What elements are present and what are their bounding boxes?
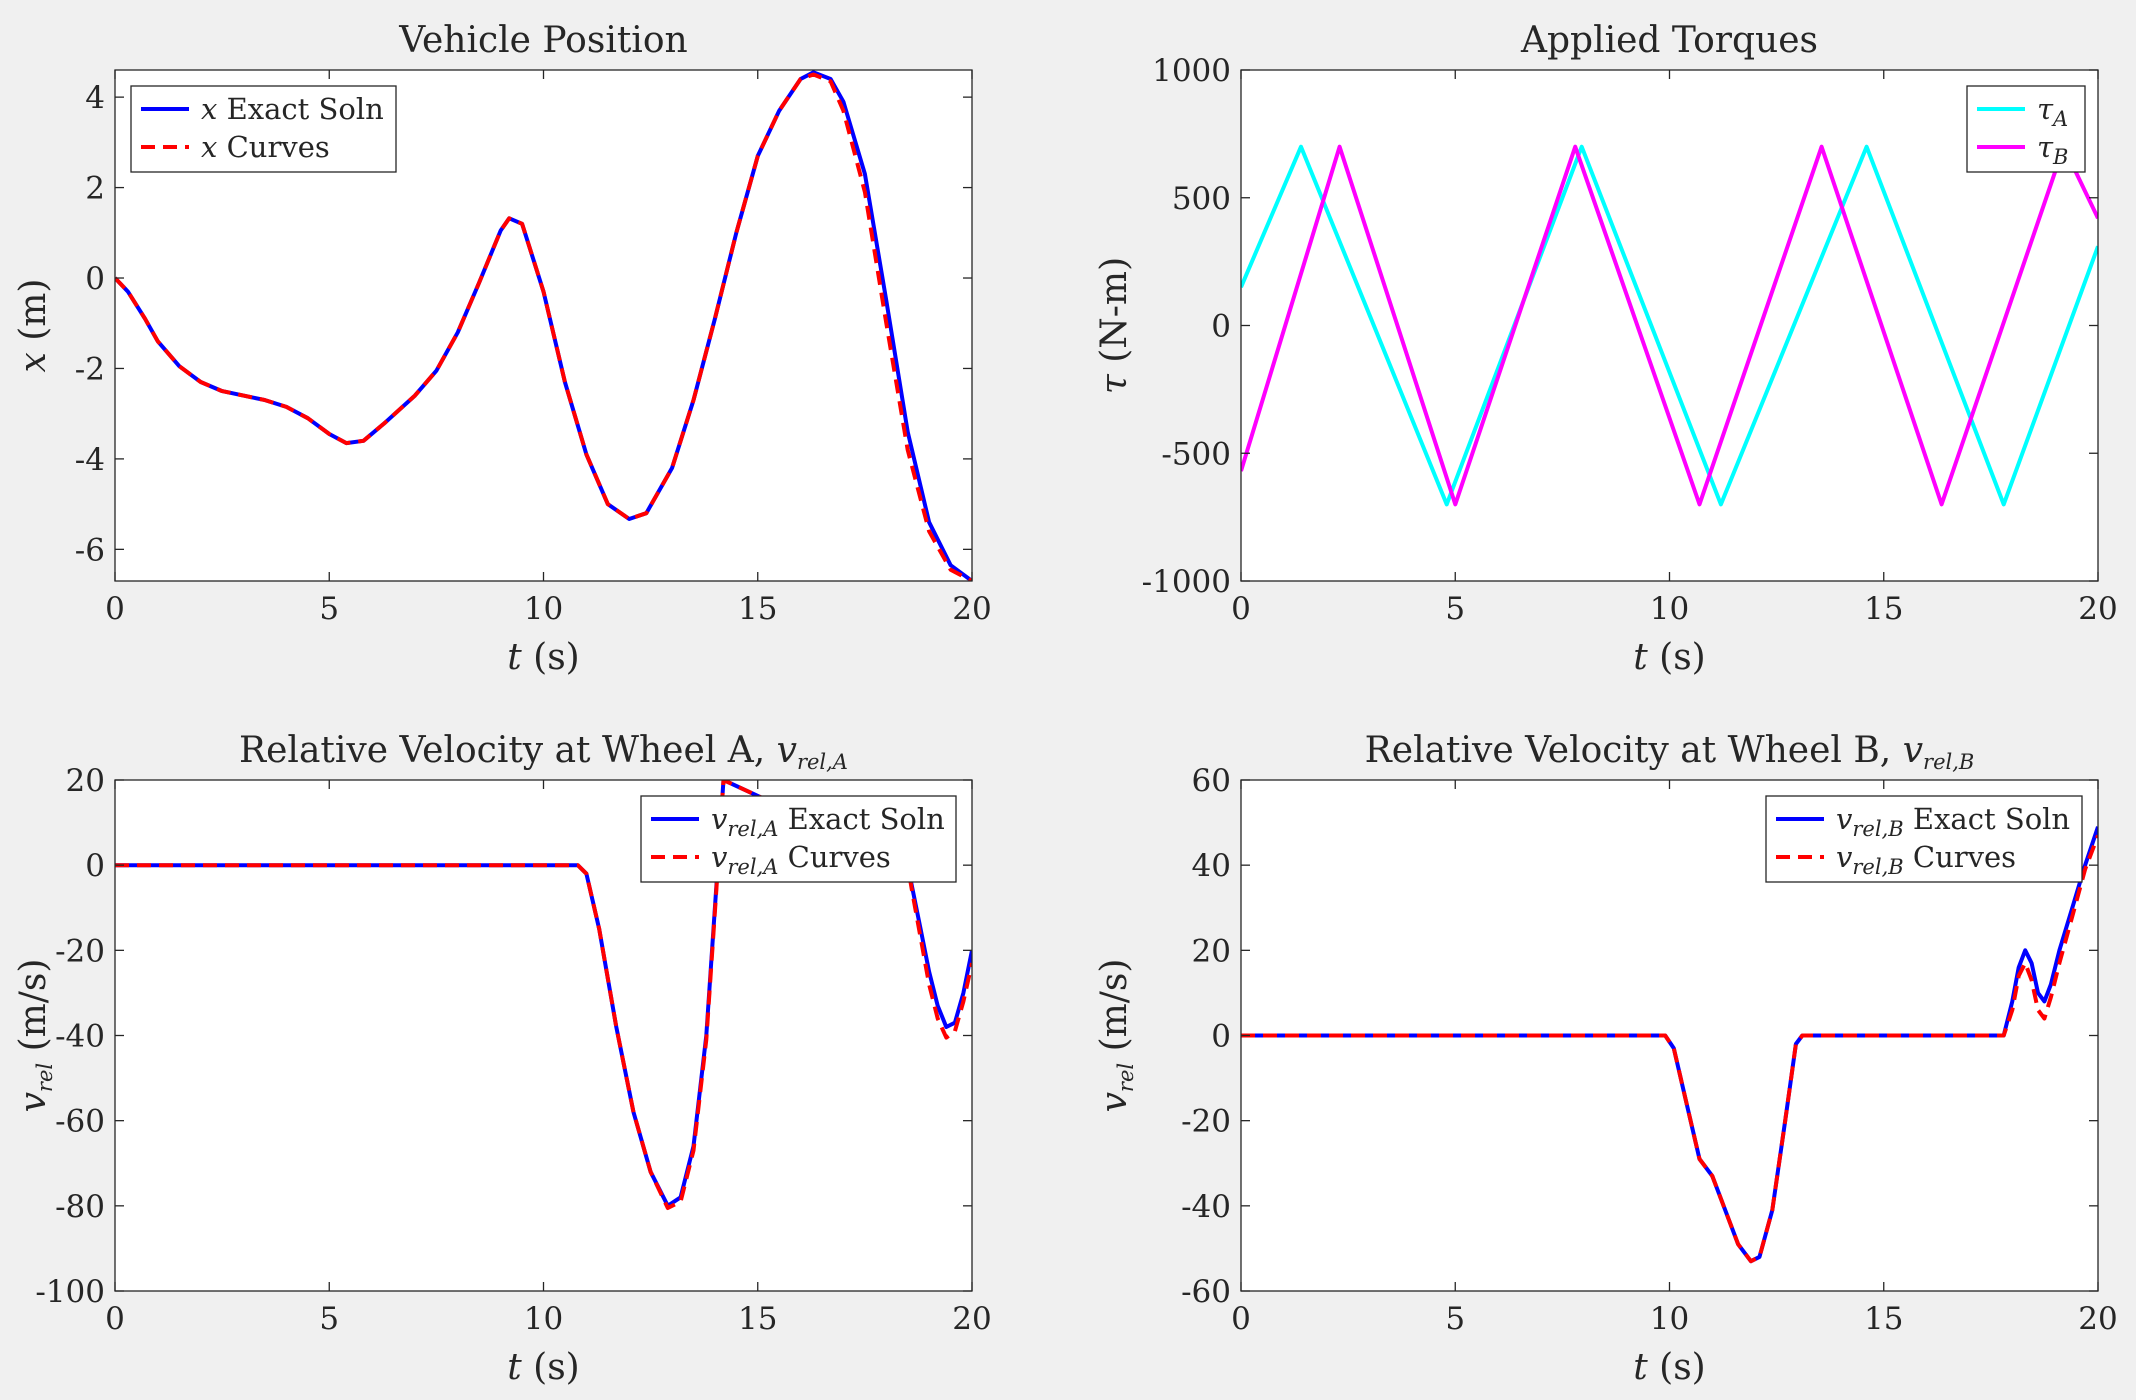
y-tick-label: 2 <box>85 171 105 207</box>
y-tick-label: -80 <box>55 1189 105 1225</box>
legend-box <box>130 85 397 173</box>
x-tick-label: 10 <box>1650 591 1689 627</box>
subplot-1: Vehicle Position 0 5 10 15 20 -6 -4 -2 0 2 4 t (s) x … <box>13 20 992 678</box>
series-line-2 <box>1241 144 2098 507</box>
y-axis-label: x (m) <box>13 279 54 373</box>
x-tick-label: 0 <box>105 591 125 627</box>
x-tick-label: 20 <box>952 1301 991 1337</box>
y-tick-label: -1000 <box>1142 564 1231 600</box>
legend-box <box>1765 795 2083 883</box>
x-tick-label: 0 <box>105 1301 125 1337</box>
chart-title: Vehicle Position <box>398 20 687 61</box>
y-tick-label: -20 <box>1181 1104 1231 1140</box>
chart-title: Relative Velocity at Wheel A, vrel,A <box>239 730 848 774</box>
plot-area <box>1241 70 2098 581</box>
y-tick-label: -100 <box>35 1274 105 1310</box>
y-tick-label: -60 <box>1181 1274 1231 1310</box>
legend-label: vrel,A Curves <box>711 840 891 879</box>
x-axis-label: t (s) <box>507 637 579 678</box>
y-tick-label: -6 <box>75 532 105 568</box>
x-tick-label: 5 <box>319 591 339 627</box>
x-tick-label: 10 <box>524 1301 563 1337</box>
x-tick-label: 15 <box>1864 1301 1903 1337</box>
y-tick-label: -40 <box>1181 1189 1231 1225</box>
subplot-4: Relative Velocity at Wheel B, vrel,B 0 5 10… <box>1094 730 2118 1388</box>
y-tick-label: 1000 <box>1152 53 1231 89</box>
x-tick-label: 15 <box>1864 591 1903 627</box>
legend-label: τA <box>2037 92 2068 131</box>
y-tick-label: -40 <box>55 1019 105 1055</box>
x-tick-label: 20 <box>2078 591 2117 627</box>
chart-title: Relative Velocity at Wheel B, vrel,B <box>1365 730 1975 774</box>
x-tick-label: 15 <box>738 591 777 627</box>
y-tick-label: -500 <box>1161 436 1231 472</box>
y-tick-label: -20 <box>55 933 105 969</box>
legend-label: τB <box>2037 130 2068 169</box>
x-tick-label: 5 <box>1445 591 1465 627</box>
x-tick-label: 10 <box>524 591 563 627</box>
legend-box <box>1966 85 2086 173</box>
x-tick-label: 0 <box>1231 1301 1251 1337</box>
x-tick-label: 0 <box>1231 591 1251 627</box>
legend: x Exact Soln x Curves <box>130 85 397 173</box>
legend-label: x Curves <box>201 130 330 164</box>
y-tick-label: -60 <box>55 1104 105 1140</box>
x-axis-label: t (s) <box>1633 637 1705 678</box>
y-tick-label: 500 <box>1172 181 1231 217</box>
legend-label: x Exact Soln <box>201 92 384 126</box>
y-tick-label: 0 <box>1211 309 1231 345</box>
y-axis-label: τ (N-m) <box>1094 257 1135 394</box>
y-tick-label: 0 <box>85 261 105 297</box>
y-axis-label: vrel (m/s) <box>1094 959 1138 1113</box>
x-tick-label: 5 <box>319 1301 339 1337</box>
legend-label: vrel,A Exact Soln <box>711 802 945 841</box>
legend-label: vrel,B Curves <box>1836 840 2016 879</box>
x-tick-label: 15 <box>738 1301 777 1337</box>
y-tick-label: 0 <box>1211 1019 1231 1055</box>
x-tick-label: 20 <box>2078 1301 2117 1337</box>
y-tick-label: -2 <box>75 351 105 387</box>
series-line-1 <box>1241 144 2098 507</box>
chart-title: Applied Torques <box>1520 20 1818 61</box>
x-tick-label: 20 <box>952 591 991 627</box>
y-tick-label: 20 <box>66 763 105 799</box>
series-line-2 <box>115 72 972 581</box>
y-axis-label: vrel (m/s) <box>13 959 57 1113</box>
x-axis-label: t (s) <box>1633 1347 1705 1388</box>
x-axis-label: t (s) <box>507 1347 579 1388</box>
x-tick-label: 10 <box>1650 1301 1689 1337</box>
y-tick-label: 20 <box>1192 933 1231 969</box>
x-tick-label: 5 <box>1445 1301 1465 1337</box>
series-line-2 <box>115 780 972 1210</box>
y-tick-label: -4 <box>75 442 105 478</box>
subplot-2: Applied Torques 0 5 10 15 20 -1000 -500 0 500 1000… <box>1094 20 2118 678</box>
y-tick-label: 4 <box>85 80 105 116</box>
series-line-2 <box>1241 834 2098 1264</box>
y-tick-label: 0 <box>85 848 105 884</box>
y-tick-label: 60 <box>1192 763 1231 799</box>
legend-label: vrel,B Exact Soln <box>1836 802 2070 841</box>
subplot-3: Relative Velocity at Wheel A, vrel,A 0 5 10… <box>13 730 992 1388</box>
y-tick-label: 40 <box>1192 848 1231 884</box>
legend-box <box>640 795 957 883</box>
